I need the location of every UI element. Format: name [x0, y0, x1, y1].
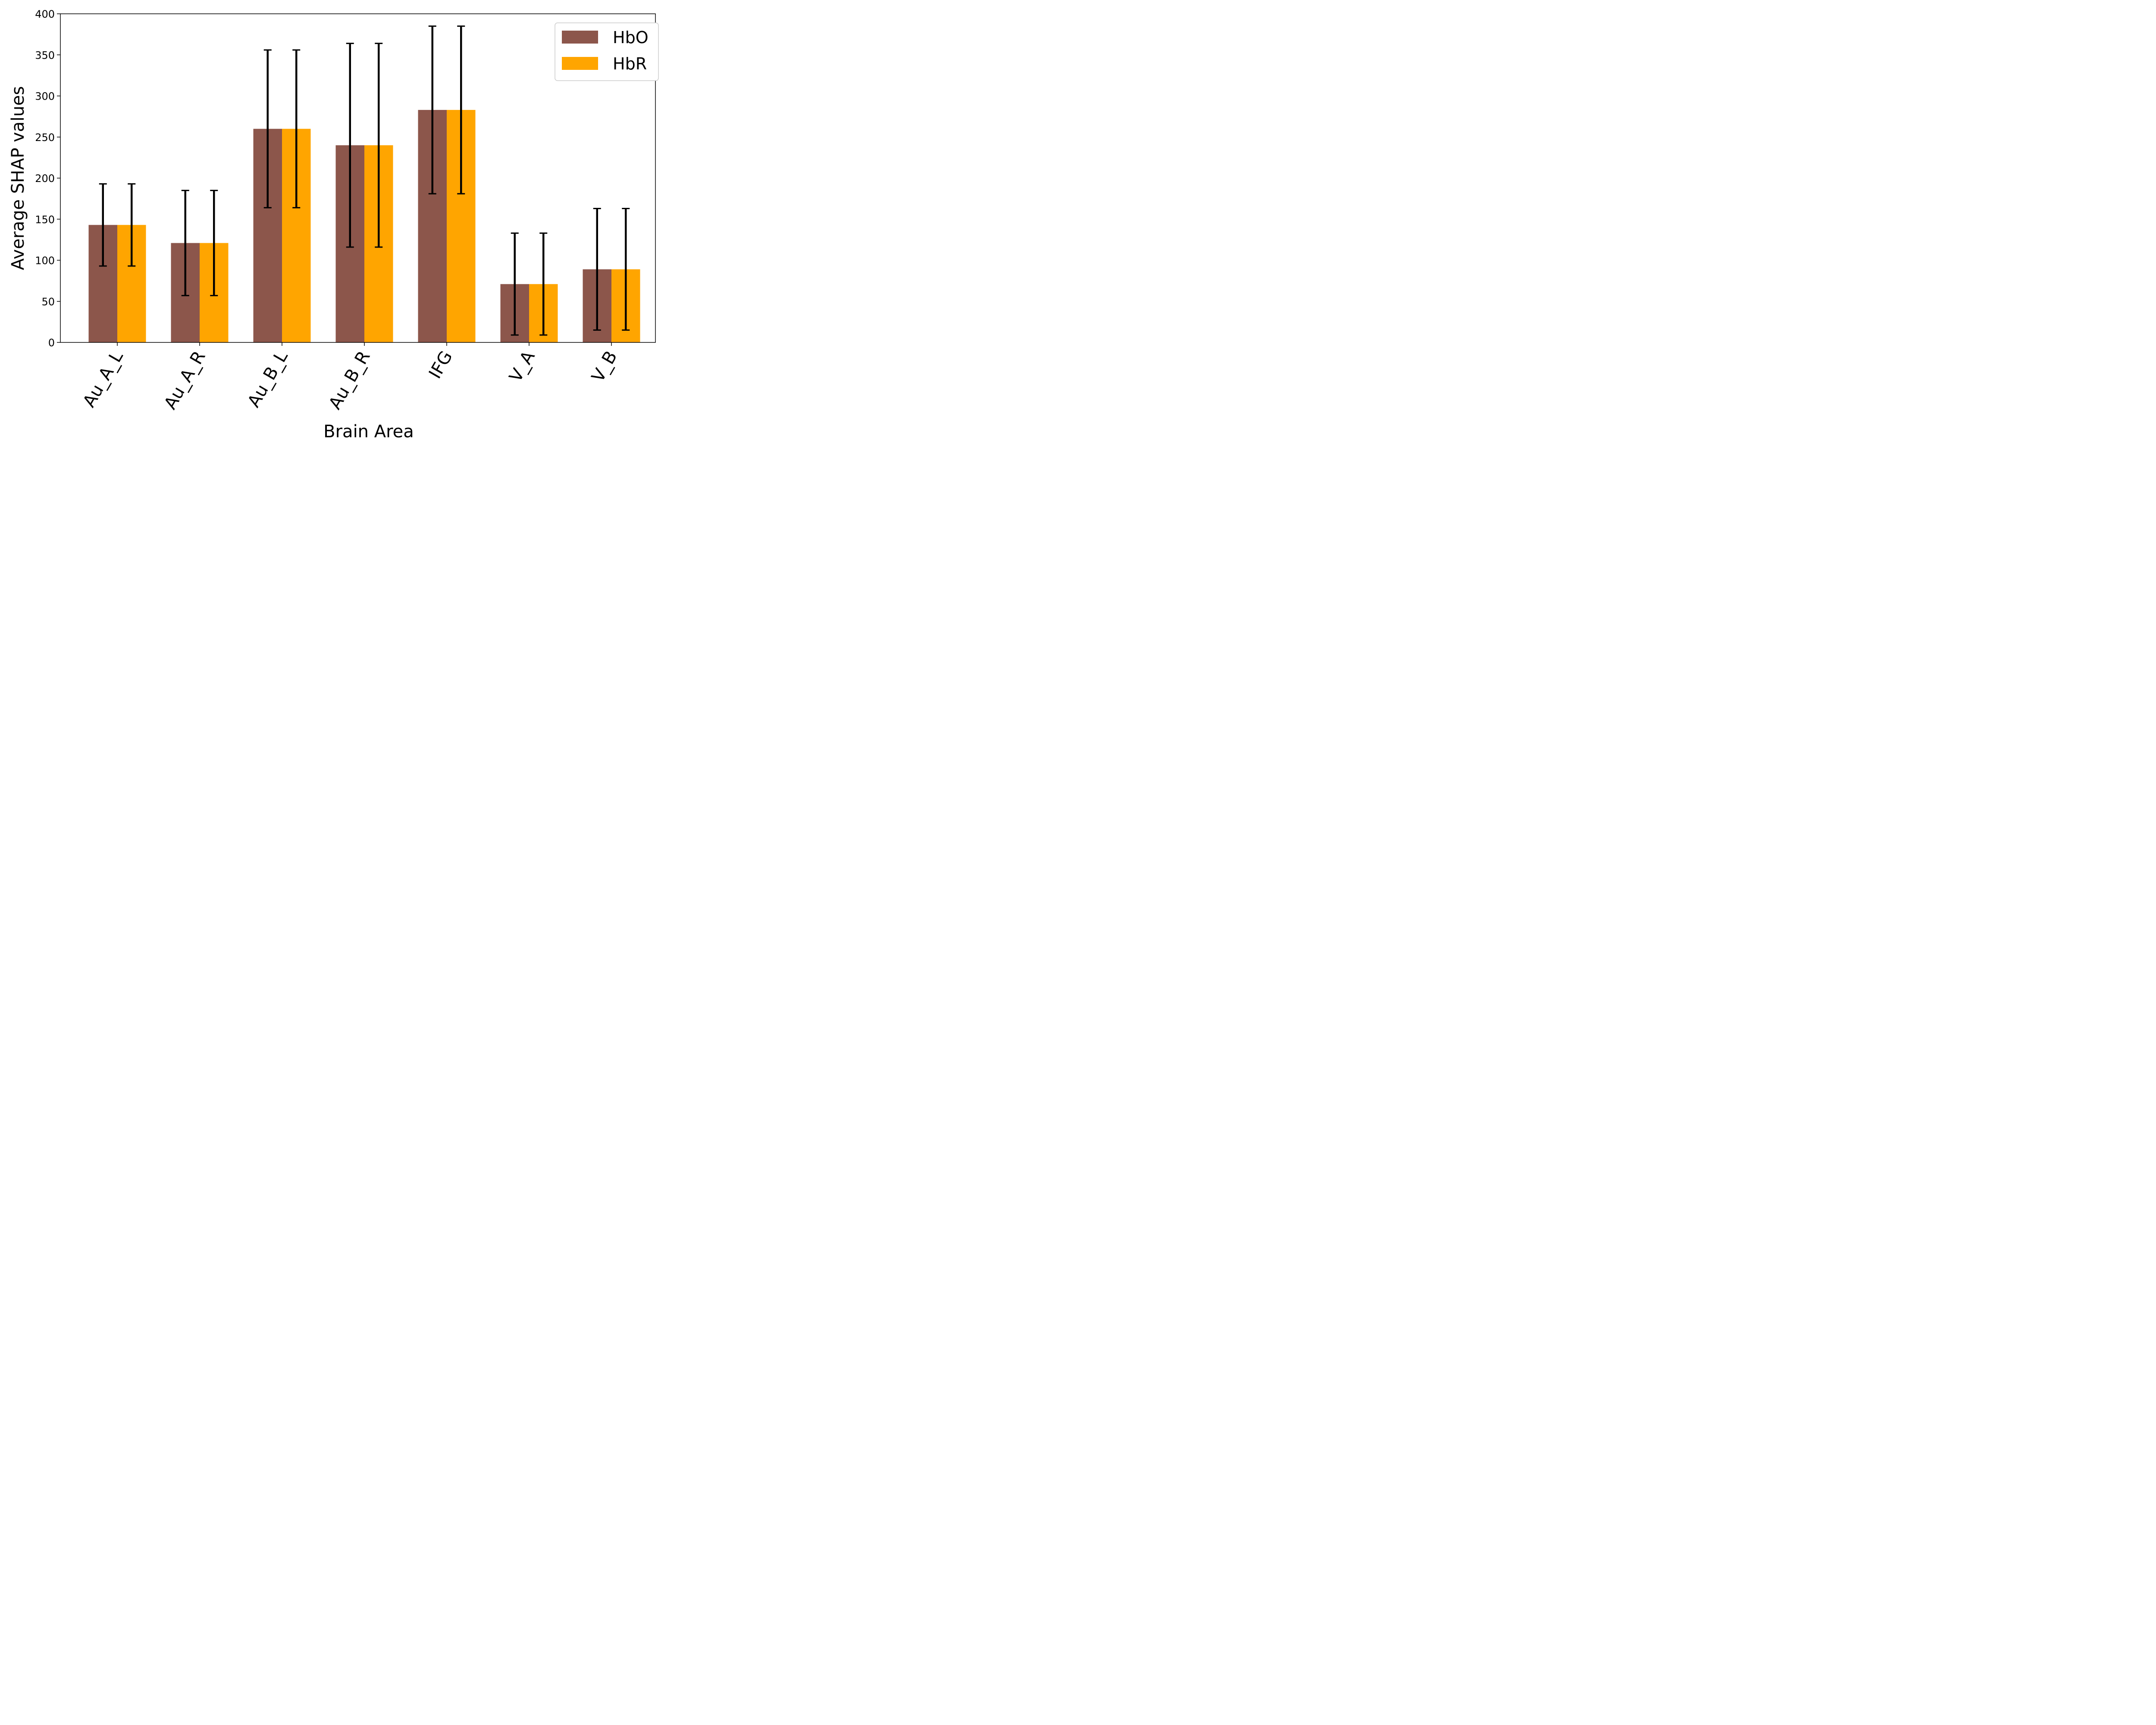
legend-label-hbo: HbO — [613, 28, 649, 47]
legend-swatch-hbo — [562, 31, 598, 44]
x-axis: Au_A_L Au_A_R Au_B_L Au_B_R IFG V_A V_B — [79, 342, 621, 413]
y-tick-label: 300 — [35, 91, 55, 103]
x-tick-label: Au_A_R — [160, 348, 210, 413]
legend: HbO HbR — [555, 22, 659, 81]
y-tick-label: 350 — [35, 49, 55, 61]
x-tick-label: Au_A_L — [79, 347, 127, 411]
y-axis: 0 50 100 150 200 250 300 350 400 — [35, 8, 60, 349]
y-tick-label: 150 — [35, 213, 55, 226]
y-tick-label: 50 — [41, 296, 55, 308]
x-axis-title: Brain Area — [323, 422, 414, 442]
bars-layer — [88, 110, 640, 342]
x-tick-label: V_A — [505, 347, 539, 385]
x-tick-label: Au_B_R — [325, 348, 374, 413]
y-tick-label: 200 — [35, 172, 55, 185]
x-tick-label: Au_B_L — [244, 347, 292, 411]
legend-label-hbr: HbR — [613, 54, 647, 73]
x-tick-label: V_B — [588, 348, 621, 386]
y-tick-label: 100 — [35, 255, 55, 267]
y-tick-label: 400 — [35, 8, 55, 20]
y-tick-label: 250 — [35, 132, 55, 144]
x-tick-label: IFG — [425, 348, 457, 382]
legend-swatch-hbr — [562, 57, 598, 70]
y-axis-title: Average SHAP values — [8, 86, 28, 270]
y-tick-label: 0 — [48, 337, 55, 349]
error-bars-layer — [99, 25, 630, 336]
